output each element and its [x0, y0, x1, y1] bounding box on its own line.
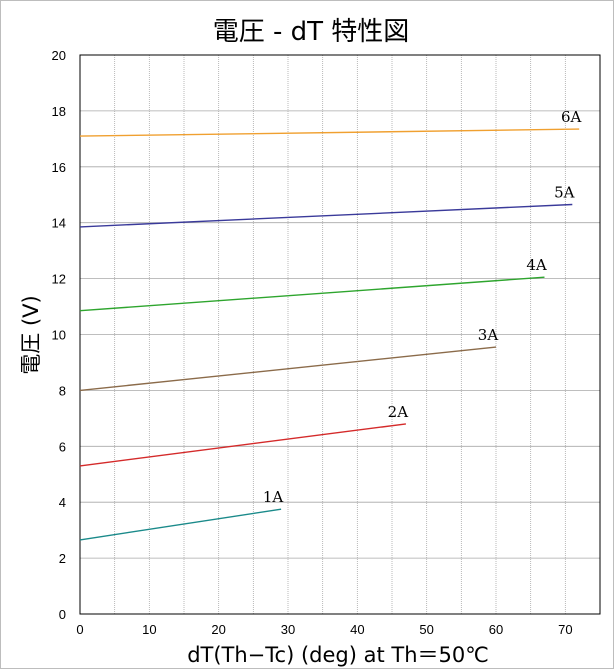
series-line-3A — [79, 346, 497, 392]
series-line-4A — [79, 276, 545, 312]
x-tick-label: 70 — [558, 622, 572, 637]
y-tick-label: 16 — [52, 160, 66, 175]
y-tick-label: 20 — [52, 48, 66, 63]
series-lines — [79, 128, 580, 541]
y-tick-label: 10 — [52, 328, 66, 343]
y-axis-label: 電圧 (V) — [19, 295, 43, 374]
series-label-5A: 5A — [554, 184, 575, 202]
chart-title: 電圧 - dT 特性図 — [213, 17, 410, 47]
series-line-5A — [79, 203, 573, 228]
y-tick-label: 6 — [59, 439, 66, 454]
plot-area — [79, 54, 601, 615]
y-tick-label: 2 — [59, 551, 66, 566]
x-tick-label: 0 — [76, 622, 83, 637]
series-label-6A: 6A — [561, 108, 582, 126]
x-tick-label: 50 — [419, 622, 433, 637]
x-tick-label: 60 — [489, 622, 503, 637]
y-tick-label: 8 — [59, 383, 66, 398]
x-tick-label: 30 — [281, 622, 295, 637]
series-label-1A: 1A — [263, 488, 284, 506]
y-tick-label: 4 — [59, 495, 66, 510]
series-label-4A: 4A — [526, 256, 547, 274]
y-tick-label: 0 — [59, 607, 66, 622]
series-label-2A: 2A — [388, 403, 409, 421]
x-axis-label: dT(Th−Tc) (deg) at Th＝50℃ — [187, 643, 489, 667]
y-tick-label: 12 — [52, 272, 66, 287]
x-tick-label: 40 — [350, 622, 364, 637]
series-labels: 1A 2A 3A 4A 5A 6A — [263, 108, 582, 506]
y-tick-label: 18 — [52, 104, 66, 119]
tick-labels: 0 10 20 30 40 50 60 70 0 2 4 6 8 10 12 14 16 18 20 — [52, 48, 573, 637]
series-label-3A: 3A — [478, 326, 499, 344]
x-tick-label: 10 — [142, 622, 156, 637]
y-tick-label: 14 — [52, 216, 66, 231]
series-line-2A — [79, 423, 406, 467]
series-line-1A — [79, 508, 282, 541]
x-tick-label: 20 — [211, 622, 225, 637]
grid — [80, 55, 600, 614]
series-line-6A — [79, 128, 580, 137]
